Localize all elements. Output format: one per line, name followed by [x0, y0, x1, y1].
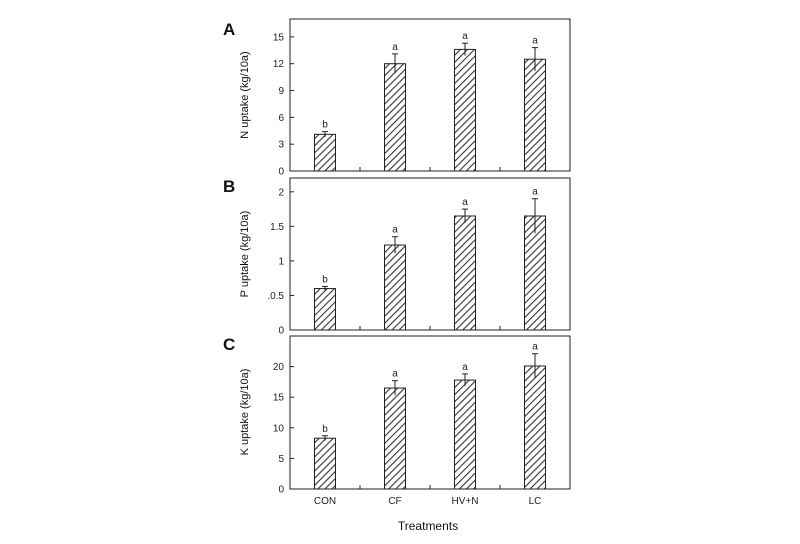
- y-tick-label: 12: [273, 59, 285, 70]
- y-tick-label: 6: [278, 113, 284, 124]
- panel-a-ylabel: N uptake (kg/10a): [239, 51, 251, 138]
- y-tick-label: 5: [278, 454, 284, 465]
- y-tick-label: 0: [278, 485, 284, 496]
- panel-a-letter: A: [223, 20, 235, 39]
- y-tick-label: 15: [273, 32, 285, 43]
- y-tick-label: 9: [278, 86, 284, 97]
- y-tick-label: .0.5: [267, 291, 284, 302]
- panel-a: A N uptake (kg/10a) 0 3 6 9 12 15 b a a a: [223, 18, 571, 178]
- x-category-label: CF: [388, 496, 401, 507]
- panel-b-ylabel: P uptake (kg/10a): [239, 211, 251, 298]
- y-tick-label: 15: [273, 393, 285, 404]
- panel-c-plot: 0 5 10 15 20 b CON a CF a HV+N a LC: [273, 335, 571, 507]
- x-category-label: LC: [529, 496, 542, 507]
- panel-b-plot: 0 .0.5 1 1.5 2 b a a a: [267, 177, 571, 337]
- bar-lc: [524, 365, 546, 490]
- panel-b: B P uptake (kg/10a) 0 .0.5 1 1.5 2 b a a a: [223, 177, 571, 337]
- bar-con: [314, 437, 336, 490]
- significance-label: a: [462, 31, 468, 42]
- y-tick-label: 1.5: [270, 222, 284, 233]
- y-tick-label: 3: [278, 140, 284, 151]
- bar-hv-n: [454, 215, 476, 331]
- panel-a-plot: 0 3 6 9 12 15 b a a a: [273, 18, 571, 178]
- significance-label: a: [462, 197, 468, 208]
- bar-con: [314, 288, 336, 331]
- significance-label: a: [392, 225, 398, 236]
- bar-hv-n: [454, 379, 476, 490]
- significance-label: a: [462, 362, 468, 373]
- y-tick-label: 2: [278, 187, 284, 198]
- bar-cf: [384, 63, 406, 172]
- significance-label: a: [532, 36, 538, 47]
- significance-label: a: [392, 42, 398, 53]
- y-tick-label: 20: [273, 362, 285, 373]
- significance-label: a: [392, 369, 398, 380]
- significance-label: b: [322, 274, 328, 285]
- bar-hv-n: [454, 48, 476, 172]
- panel-b-letter: B: [223, 177, 235, 196]
- y-tick-label: 10: [273, 423, 285, 434]
- significance-label: a: [532, 187, 538, 198]
- y-tick-label: 0: [278, 326, 284, 337]
- x-category-label: HV+N: [452, 496, 479, 507]
- panel-c-letter: C: [223, 335, 235, 354]
- significance-label: a: [532, 342, 538, 353]
- significance-label: b: [322, 120, 328, 131]
- y-tick-label: 1: [278, 256, 284, 267]
- panel-c: C K uptake (kg/10a) 0 5 10 15 20 b CON a CF a HV+N…: [223, 335, 571, 507]
- significance-label: b: [322, 424, 328, 435]
- panel-c-ylabel: K uptake (kg/10a): [239, 369, 251, 456]
- x-axis-label: Treatments: [398, 519, 458, 533]
- bar-cf: [384, 244, 406, 331]
- bar-cf: [384, 387, 406, 490]
- y-tick-label: 0: [278, 167, 284, 178]
- bar-con: [314, 133, 336, 172]
- bar-lc: [524, 58, 546, 172]
- x-category-label: CON: [314, 496, 336, 507]
